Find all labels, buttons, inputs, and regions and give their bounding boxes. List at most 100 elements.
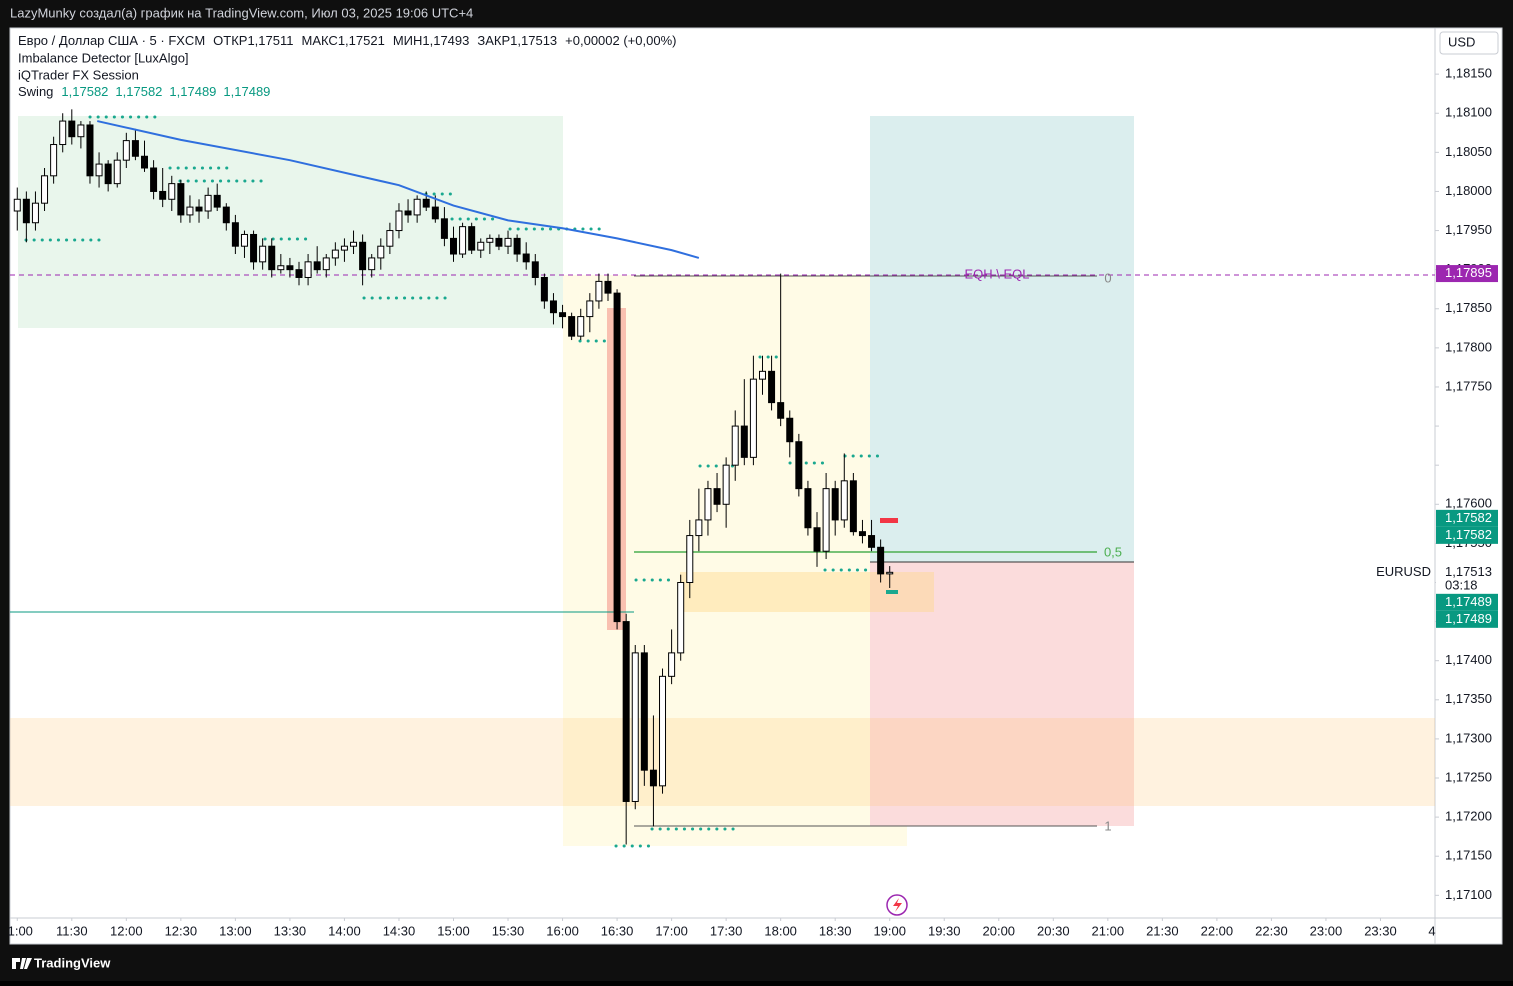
candle-body xyxy=(250,233,258,263)
candle-body xyxy=(359,241,367,271)
y-tick-label: 1,17400 xyxy=(1445,652,1492,667)
candle-body xyxy=(468,226,476,251)
y-tick-label: 1,17150 xyxy=(1445,848,1492,863)
swing-value: 1,17489 xyxy=(223,84,270,99)
candle-body xyxy=(440,218,448,239)
candle-body xyxy=(749,378,757,458)
candle-body xyxy=(777,402,785,419)
y-tick-label: 1,17800 xyxy=(1445,339,1492,354)
x-tick-label: 20:30 xyxy=(1037,923,1070,938)
candle-body xyxy=(204,194,212,212)
candle-body xyxy=(41,175,49,204)
swing-value: 1,17489 xyxy=(169,84,216,99)
x-tick-label: 16:00 xyxy=(546,923,579,938)
candle-body xyxy=(22,198,30,224)
candle-body xyxy=(295,269,303,278)
candle-body xyxy=(595,280,603,302)
candle-body xyxy=(559,312,567,318)
x-tick-label: 1:00 xyxy=(8,923,33,938)
legend-field: ЗАКР xyxy=(477,33,510,48)
candle-body xyxy=(286,265,294,271)
x-tick-label: 21:30 xyxy=(1146,923,1179,938)
price-marker xyxy=(1436,526,1498,544)
candle-body xyxy=(231,222,239,247)
legend-field: ОТКР xyxy=(213,33,247,48)
price-marker xyxy=(1436,563,1498,594)
y-tick-label: 1,18150 xyxy=(1445,66,1492,81)
currency-button[interactable] xyxy=(1439,31,1499,55)
candle-body xyxy=(540,276,548,302)
price-marker xyxy=(1436,265,1498,283)
swing-dots xyxy=(24,115,882,848)
candle-body xyxy=(213,194,221,208)
legend-symbol: Евро / Доллар США · 5 · FXCM xyxy=(18,33,205,48)
candle-body xyxy=(404,210,412,216)
x-tick-label: 23:30 xyxy=(1364,923,1397,938)
candle-body xyxy=(549,300,557,314)
legend-value: 1,17521 xyxy=(338,33,385,48)
legend-value: 1,17511 xyxy=(247,33,293,48)
legend-value: 1,17513 xyxy=(510,33,557,48)
candle-body xyxy=(768,370,776,404)
candle-body xyxy=(59,120,67,146)
x-tick-label: 11:30 xyxy=(56,923,88,938)
x-tick-label: 20:00 xyxy=(983,923,1016,938)
x-tick-label: 14:00 xyxy=(328,923,361,938)
candle-body xyxy=(122,140,130,161)
price-marker-label: 1,17895 xyxy=(1445,265,1492,280)
price-marker-label: 1,17582 xyxy=(1445,527,1492,542)
candle-body xyxy=(340,245,348,251)
indicator-label: iQTrader FX Session xyxy=(18,67,139,82)
candle-body xyxy=(713,488,721,505)
legend-field: МАКС xyxy=(301,33,337,48)
candle-body xyxy=(659,675,667,787)
candle-body xyxy=(477,241,485,251)
price-marker-label: 1,17582 xyxy=(1445,510,1492,525)
candle-body xyxy=(277,265,285,271)
candle-body xyxy=(631,652,639,802)
x-tick-label: 18:00 xyxy=(764,923,797,938)
x-tick-label: 22:30 xyxy=(1255,923,1288,938)
candle-body xyxy=(886,571,894,575)
y-tick-label: 1,17600 xyxy=(1445,496,1492,511)
candle-body xyxy=(141,155,149,169)
candle-body xyxy=(13,198,21,212)
candle-body xyxy=(686,535,694,583)
y-tick-label: 1,17250 xyxy=(1445,769,1492,784)
candles xyxy=(13,109,894,845)
candle-body xyxy=(677,581,685,654)
candle-body xyxy=(849,480,857,533)
candle-body xyxy=(177,183,185,216)
x-tick-label: 18:30 xyxy=(819,923,852,938)
candle-body xyxy=(31,202,39,224)
candle-body xyxy=(413,198,421,216)
x-tick-label: 22:00 xyxy=(1201,923,1234,938)
candle-body xyxy=(222,206,230,224)
price-marker xyxy=(1436,509,1498,527)
legend-value: 1,17493 xyxy=(422,33,469,48)
y-tick-label: 1,17100 xyxy=(1445,887,1492,902)
candle-body xyxy=(613,292,621,623)
candle-body xyxy=(150,167,158,192)
candle-body xyxy=(758,370,766,380)
candle-body xyxy=(868,535,876,548)
candle-body xyxy=(386,230,394,247)
countdown: 03:18 xyxy=(1445,577,1478,592)
indicator-label: Swing 1,17582 1,17582 1,17489 1,17489 xyxy=(18,84,270,99)
y-tick-label: 1,17950 xyxy=(1445,222,1492,237)
candle-body xyxy=(640,652,648,771)
candle-body xyxy=(695,519,703,537)
signal-mark xyxy=(886,590,898,594)
currency[interactable]: USD xyxy=(1448,34,1475,49)
y-tick-label: 1,17750 xyxy=(1445,378,1492,393)
imbalance-zone xyxy=(10,718,1435,806)
candle-body xyxy=(649,769,657,787)
x-tick-label: 4 xyxy=(1428,923,1435,938)
candle-body xyxy=(168,183,176,200)
x-tick-label: 13:30 xyxy=(274,923,307,938)
swing-value: 1,17582 xyxy=(61,84,108,99)
candle-body xyxy=(322,257,330,271)
candle-body xyxy=(95,163,103,177)
candle-body xyxy=(195,206,203,212)
